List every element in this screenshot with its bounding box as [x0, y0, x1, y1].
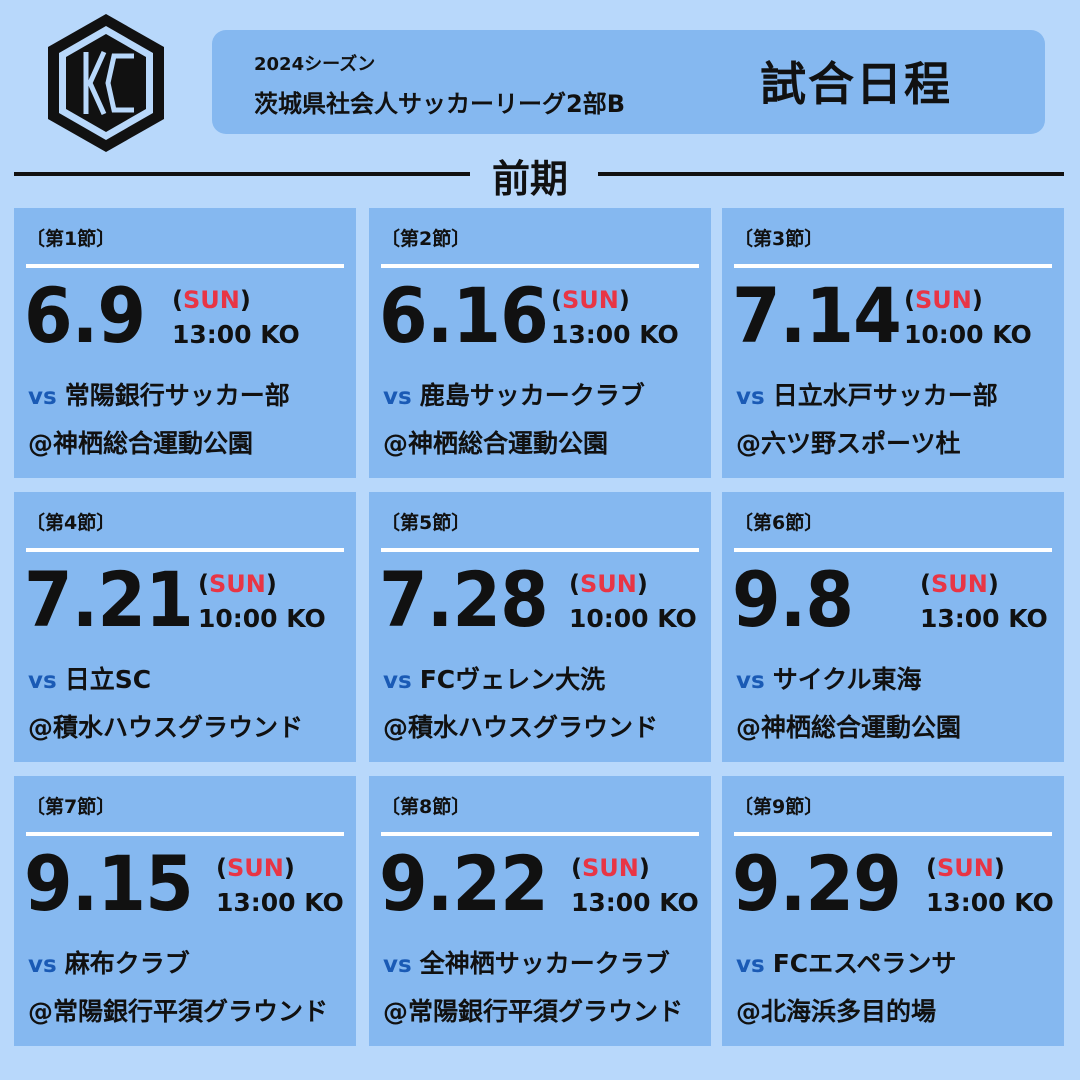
match-date: 7.14: [732, 271, 902, 360]
opponent: vs 日立水戸サッカー部: [736, 381, 998, 410]
kickoff-time: 13:00 KO: [926, 888, 1054, 917]
match-date: 9.8: [732, 555, 854, 644]
match-round: 〔第4節〕: [26, 512, 116, 534]
match-card: 〔第5節〕 7.28 (SUN) 10:00 KO vs FCヴェレン大洗 @積水…: [369, 492, 711, 762]
match-date: 9.22: [379, 839, 549, 928]
kickoff-time: 13:00 KO: [571, 888, 699, 917]
match-card: 〔第1節〕 6.9 (SUN) 13:00 KO vs 常陽銀行サッカー部 @神栖…: [14, 208, 356, 478]
venue: @六ツ野スポーツ杜: [736, 429, 961, 458]
match-day: (SUN): [569, 570, 648, 598]
match-round: 〔第2節〕: [381, 228, 471, 250]
venue: @神栖総合運動公園: [736, 713, 962, 742]
kickoff-time: 10:00 KO: [904, 320, 1032, 349]
kickoff-time: 10:00 KO: [198, 604, 326, 633]
match-round: 〔第6節〕: [734, 512, 824, 534]
opponent: vs 全神栖サッカークラブ: [383, 949, 670, 978]
opponent: vs 日立SC: [28, 665, 152, 694]
venue: @積水ハウスグラウンド: [28, 713, 304, 742]
match-card: 〔第9節〕 9.29 (SUN) 13:00 KO vs FCエスペランサ @北海…: [722, 776, 1064, 1046]
opponent: vs FCヴェレン大洗: [383, 665, 606, 694]
period-divider-right: [598, 172, 1064, 176]
match-day: (SUN): [904, 286, 983, 314]
title-box: 2024シーズン 茨城県社会人サッカーリーグ2部B 試合日程: [212, 30, 1045, 134]
match-day: (SUN): [172, 286, 251, 314]
match-day: (SUN): [216, 854, 295, 882]
match-round: 〔第7節〕: [26, 796, 116, 818]
kickoff-time: 13:00 KO: [172, 320, 300, 349]
match-card: 〔第2節〕 6.16 (SUN) 13:00 KO vs 鹿島サッカークラブ @神…: [369, 208, 711, 478]
match-date: 7.28: [379, 555, 549, 644]
venue: @積水ハウスグラウンド: [383, 713, 659, 742]
match-date: 9.15: [24, 839, 194, 928]
kickoff-time: 13:00 KO: [216, 888, 344, 917]
card-divider: [381, 548, 699, 552]
opponent: vs サイクル東海: [736, 665, 922, 694]
page-title: 試合日程: [760, 57, 952, 111]
venue: @神栖総合運動公園: [383, 429, 609, 458]
card-divider: [381, 264, 699, 268]
match-date: 6.16: [379, 271, 549, 360]
match-day: (SUN): [198, 570, 277, 598]
card-divider: [26, 264, 344, 268]
card-divider: [734, 264, 1052, 268]
match-card: 〔第8節〕 9.22 (SUN) 13:00 KO vs 全神栖サッカークラブ @…: [369, 776, 711, 1046]
opponent: vs 常陽銀行サッカー部: [28, 381, 290, 410]
match-round: 〔第5節〕: [381, 512, 471, 534]
opponent: vs 麻布クラブ: [28, 949, 190, 978]
opponent: vs 鹿島サッカークラブ: [383, 381, 645, 410]
match-round: 〔第1節〕: [26, 228, 116, 250]
card-divider: [26, 548, 344, 552]
match-card: 〔第7節〕 9.15 (SUN) 13:00 KO vs 麻布クラブ @常陽銀行平…: [14, 776, 356, 1046]
kickoff-time: 13:00 KO: [920, 604, 1048, 633]
match-date: 9.29: [732, 839, 902, 928]
match-round: 〔第8節〕: [381, 796, 471, 818]
period-divider-left: [14, 172, 470, 176]
match-round: 〔第9節〕: [734, 796, 824, 818]
venue: @常陽銀行平須グラウンド: [383, 997, 684, 1026]
opponent: vs FCエスペランサ: [736, 949, 957, 978]
match-round: 〔第3節〕: [734, 228, 824, 250]
venue: @神栖総合運動公園: [28, 429, 254, 458]
kickoff-time: 13:00 KO: [551, 320, 679, 349]
card-divider: [734, 548, 1052, 552]
card-divider: [734, 832, 1052, 836]
match-day: (SUN): [551, 286, 630, 314]
match-day: (SUN): [926, 854, 1005, 882]
match-date: 6.9: [24, 271, 146, 360]
match-card: 〔第4節〕 7.21 (SUN) 10:00 KO vs 日立SC @積水ハウスグ…: [14, 492, 356, 762]
kickoff-time: 10:00 KO: [569, 604, 697, 633]
card-divider: [26, 832, 344, 836]
match-card: 〔第6節〕 9.8 (SUN) 13:00 KO vs サイクル東海 @神栖総合運…: [722, 492, 1064, 762]
league-name: 茨城県社会人サッカーリーグ2部B: [254, 90, 625, 118]
venue: @北海浜多目的場: [736, 997, 937, 1026]
season-label: 2024シーズン: [254, 54, 376, 75]
match-card: 〔第3節〕 7.14 (SUN) 10:00 KO vs 日立水戸サッカー部 @六…: [722, 208, 1064, 478]
club-logo-icon: [48, 14, 164, 152]
match-day: (SUN): [571, 854, 650, 882]
match-date: 7.21: [24, 555, 194, 644]
venue: @常陽銀行平須グラウンド: [28, 997, 329, 1026]
card-divider: [381, 832, 699, 836]
match-day: (SUN): [920, 570, 999, 598]
period-label: 前期: [492, 157, 569, 201]
